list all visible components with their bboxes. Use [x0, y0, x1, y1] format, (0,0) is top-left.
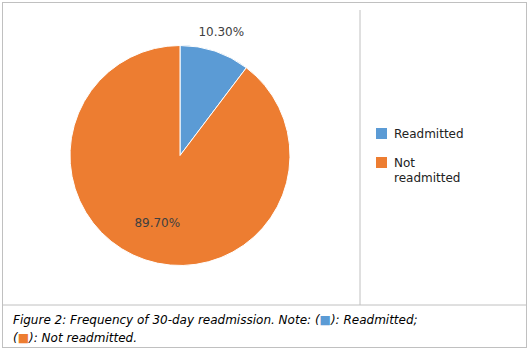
divider	[3, 305, 526, 306]
legend: Readmitted Notreadmitted	[376, 127, 464, 185]
data-label: 89.70%	[134, 216, 180, 230]
caption: Figure 2: Frequency of 30-day readmissio…	[13, 313, 418, 327]
legend-swatch	[376, 157, 387, 168]
caption: (■): Not readmitted.	[13, 331, 137, 345]
legend-label: Notreadmitted	[394, 156, 460, 185]
legend-item: Readmitted	[376, 127, 464, 141]
legend-swatch	[376, 128, 387, 139]
frame	[3, 3, 527, 348]
legend-item: Notreadmitted	[376, 156, 460, 185]
chart: 10.30% 89.70% Readmitted Notreadmitted Figur…	[0, 0, 529, 350]
legend-label: Readmitted	[394, 127, 464, 141]
divider	[360, 10, 361, 305]
pie: 10.30% 89.70%	[70, 25, 290, 266]
data-label: 10.30%	[198, 25, 244, 39]
slice	[70, 46, 290, 266]
